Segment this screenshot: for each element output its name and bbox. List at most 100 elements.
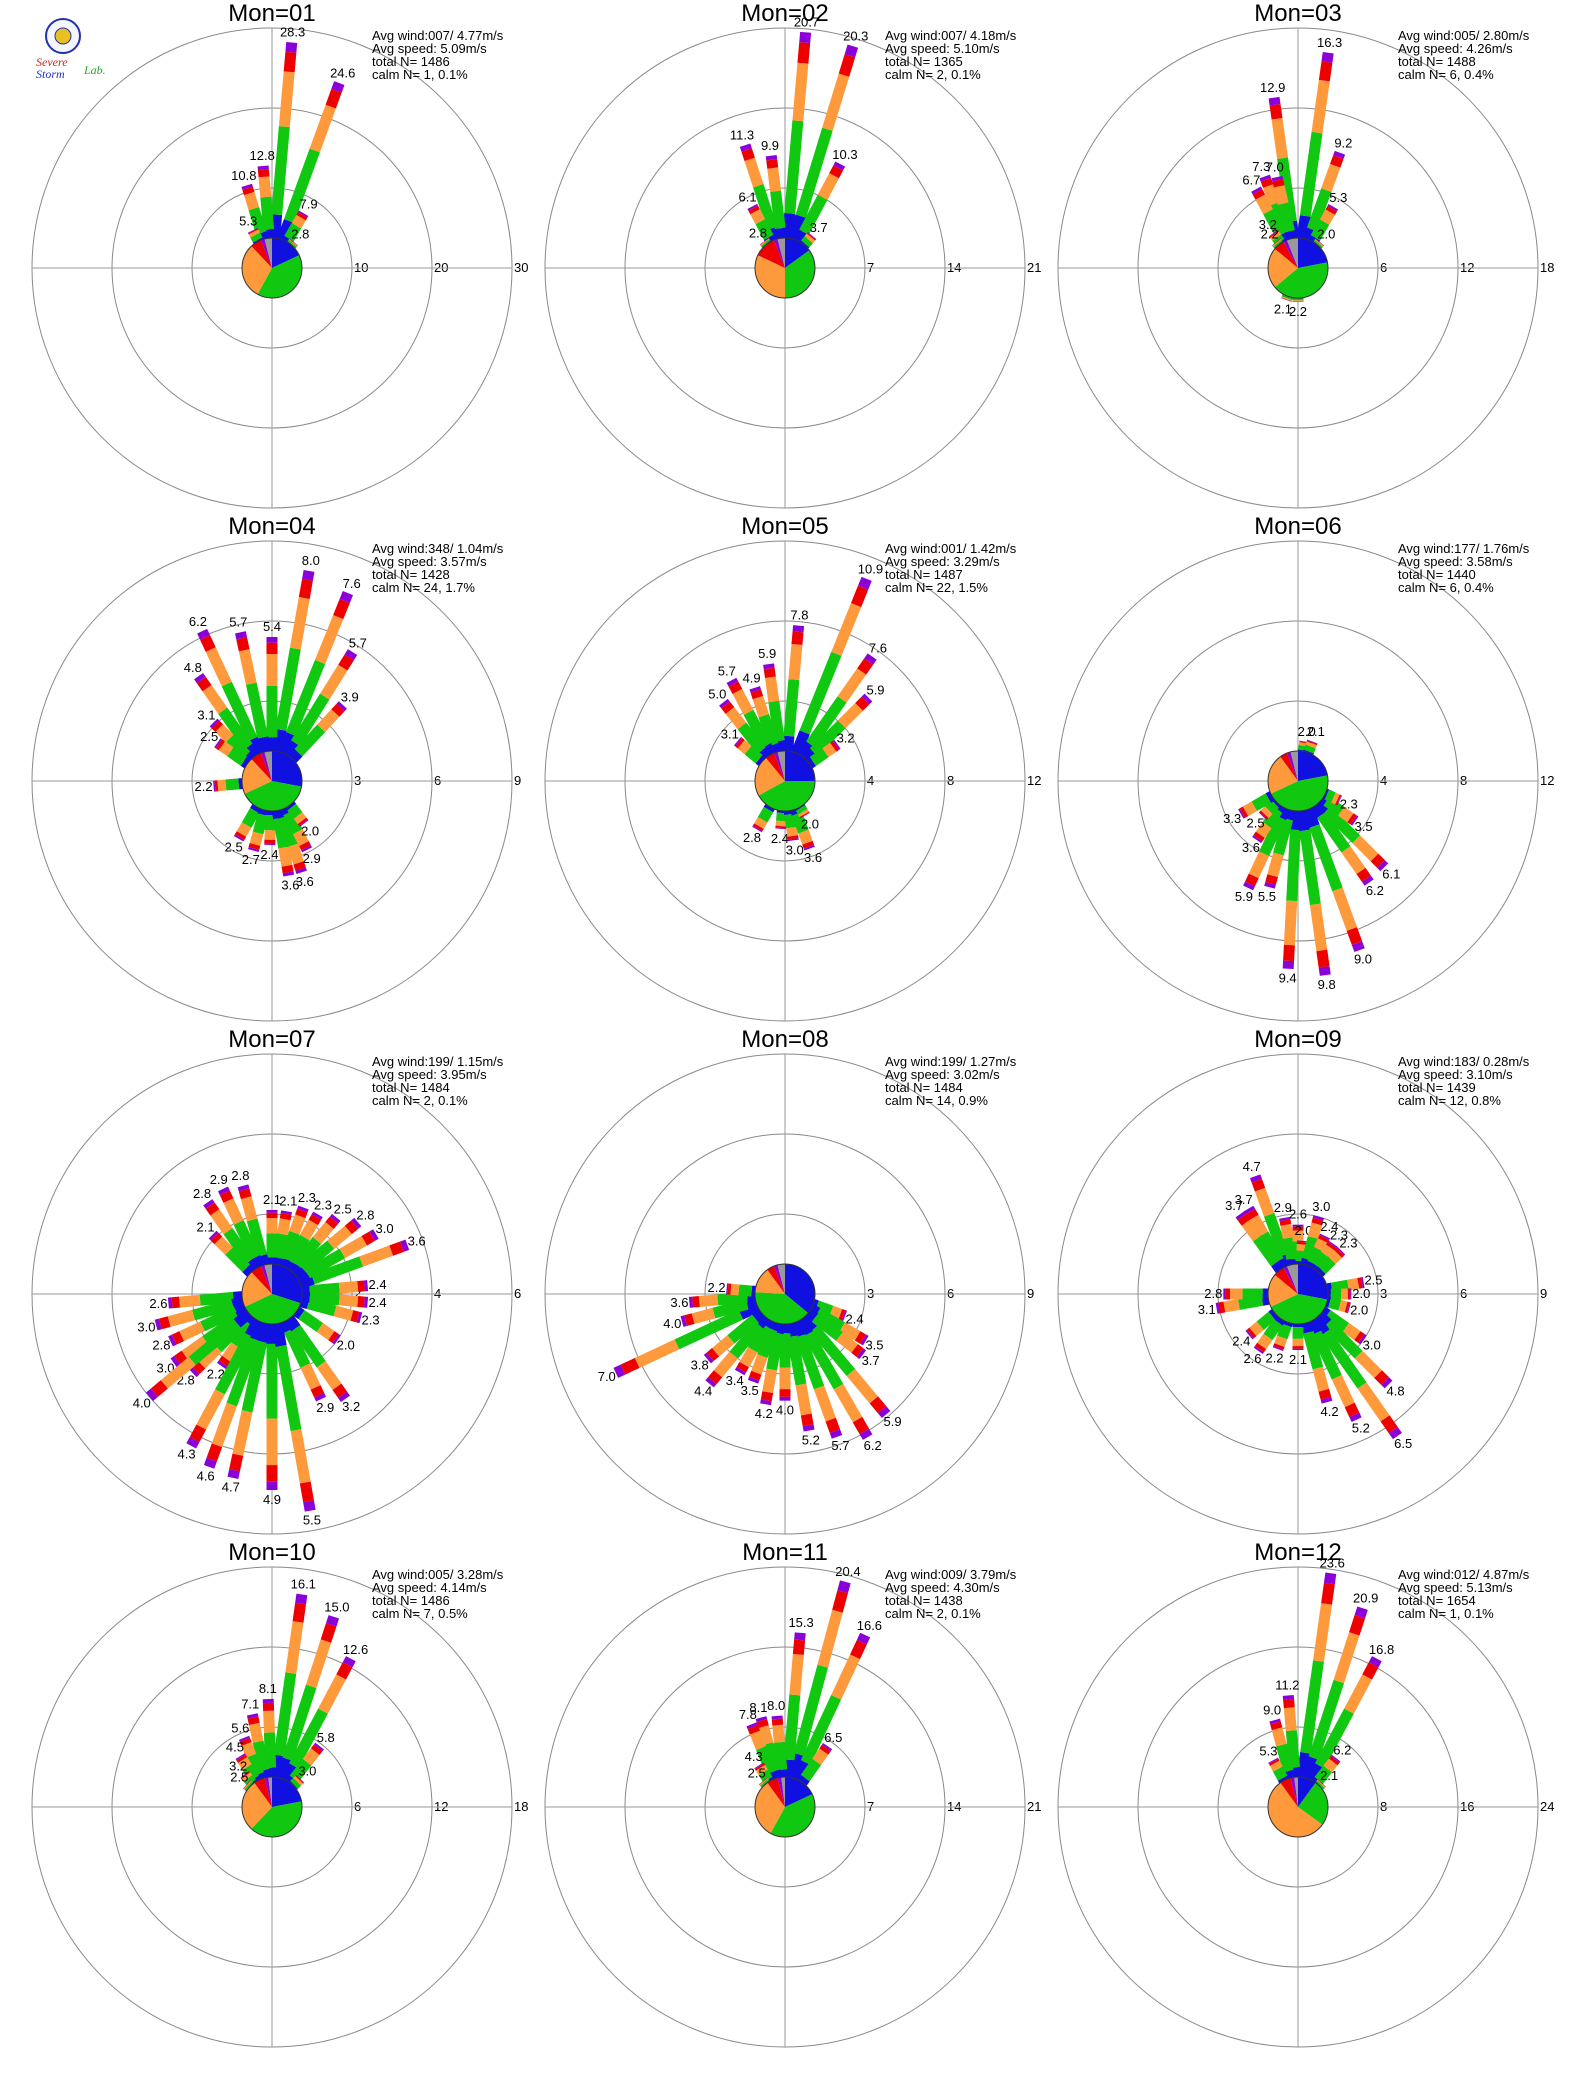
petal-value-label: 3.5 (865, 1338, 883, 1353)
petal-segment (747, 1725, 761, 1735)
petal-segment (861, 693, 873, 705)
petal-segment (1245, 1208, 1259, 1221)
petal-value-label: 2.9 (210, 1172, 228, 1187)
petal-segment (298, 1240, 335, 1273)
petal-segment (1298, 744, 1310, 752)
petal-segment (806, 696, 847, 748)
rose-stat-line: Avg speed: 5.09m/s (372, 41, 487, 56)
petal-segment (246, 1218, 268, 1257)
petal-segment (1374, 1370, 1389, 1385)
petal-segment (761, 743, 776, 758)
petal-segment (760, 238, 770, 246)
rose-stat-line: total N= 1654 (1398, 1593, 1476, 1608)
rose-stat-line: total N= 1365 (885, 54, 963, 69)
petal-segment (252, 1740, 270, 1772)
petal-segment (245, 682, 269, 739)
petal-segment (822, 742, 837, 758)
petal-value-label: 3.9 (341, 690, 359, 705)
rose-stat-line: total N= 1488 (1398, 54, 1476, 69)
petal-segment (356, 1311, 363, 1324)
petal-segment (284, 222, 302, 242)
petal-segment (283, 740, 301, 759)
petal-segment (225, 734, 251, 760)
petal-value-label: 3.0 (156, 1361, 174, 1376)
petal-segment (760, 1778, 770, 1788)
petal-value-label: 5.7 (831, 1438, 849, 1453)
petal-segment (336, 1662, 353, 1680)
center-pie-outline (1267, 237, 1329, 299)
petal-segment (226, 1337, 261, 1407)
ring-tick-label: 6 (514, 1286, 521, 1301)
petal-value-label: 2.0 (1298, 724, 1316, 739)
petal-segment (1283, 944, 1295, 962)
petal-segment (1285, 1730, 1301, 1768)
rose-stat-line: Avg wind:348/ 1.04m/s (372, 541, 504, 556)
petal-value-label: 10.3 (832, 147, 857, 162)
petal-value-label: 6.2 (864, 1438, 882, 1453)
petal-segment (797, 42, 811, 64)
petal-value-label: 2.4 (1232, 1334, 1250, 1349)
petal-segment (309, 1291, 340, 1306)
petal-segment (263, 228, 275, 239)
petal-segment (1260, 806, 1273, 819)
petal-segment (1307, 1246, 1324, 1266)
petal-segment (1303, 744, 1316, 754)
petal-segment (359, 1245, 394, 1267)
petal-segment (832, 1590, 849, 1613)
petal-value-label: 11.3 (730, 128, 754, 143)
petal-segment (1338, 1299, 1348, 1313)
petal-segment (191, 1360, 206, 1375)
petal-segment (1271, 118, 1289, 159)
petal-segment (795, 127, 833, 218)
petal-value-label: 5.2 (1352, 1421, 1370, 1436)
petal-segment (223, 1198, 244, 1225)
petal-segment (760, 239, 771, 248)
petal-value-label: 3.1 (197, 707, 215, 722)
petal-segment (1317, 1256, 1336, 1275)
petal-segment (744, 157, 764, 188)
petal-value-label: 3.7 (1225, 1198, 1243, 1213)
petal-segment (1315, 798, 1331, 814)
petal-value-label: 3.3 (1223, 811, 1241, 826)
petal-segment (721, 701, 735, 714)
petal-segment (205, 647, 232, 687)
petal-segment (1325, 205, 1338, 215)
center-pie-slice (781, 1777, 785, 1807)
petal-value-label: 6.7 (1242, 172, 1260, 187)
petal-segment (738, 1284, 753, 1297)
petal-segment (1263, 1319, 1283, 1341)
petal-value-label: 9.9 (761, 138, 779, 153)
petal-segment (860, 1334, 869, 1346)
petal-segment (1361, 875, 1374, 886)
rose-stat-line: Avg wind:183/ 0.28m/s (1398, 1054, 1530, 1069)
petal-segment (192, 1299, 235, 1321)
petal-segment (227, 1469, 240, 1480)
petal-segment (838, 1308, 846, 1321)
petal-segment (243, 1780, 252, 1790)
petal-segment (1268, 1758, 1280, 1766)
petal-segment (1243, 1205, 1256, 1215)
petal-segment (1320, 1396, 1333, 1404)
petal-segment (1316, 1779, 1326, 1789)
center-pie-slice (242, 246, 272, 295)
petal-segment (236, 637, 250, 652)
rose-stat-line: Avg wind:012/ 4.87m/s (1398, 1567, 1530, 1582)
rose-stat-line: total N= 1438 (885, 1593, 963, 1608)
petal-segment (726, 677, 739, 687)
petal-segment (757, 806, 774, 823)
petal-value-label: 2.0 (301, 824, 319, 839)
petal-segment (249, 1255, 265, 1270)
petal-segment (250, 1320, 267, 1342)
petal-segment (246, 1753, 264, 1777)
petal-value-label: 3.1 (721, 727, 739, 742)
petal-segment (752, 825, 763, 833)
petal-value-label: 9.0 (1354, 952, 1372, 967)
petal-value-label: 4.7 (222, 1480, 240, 1495)
petal-value-label: 2.4 (260, 847, 278, 862)
petal-segment (1352, 835, 1379, 862)
petal-segment (248, 1722, 264, 1743)
petal-segment (1237, 1294, 1264, 1310)
petal-segment (369, 1229, 379, 1242)
petal-segment (1312, 1366, 1330, 1392)
petal-segment (814, 1308, 845, 1332)
